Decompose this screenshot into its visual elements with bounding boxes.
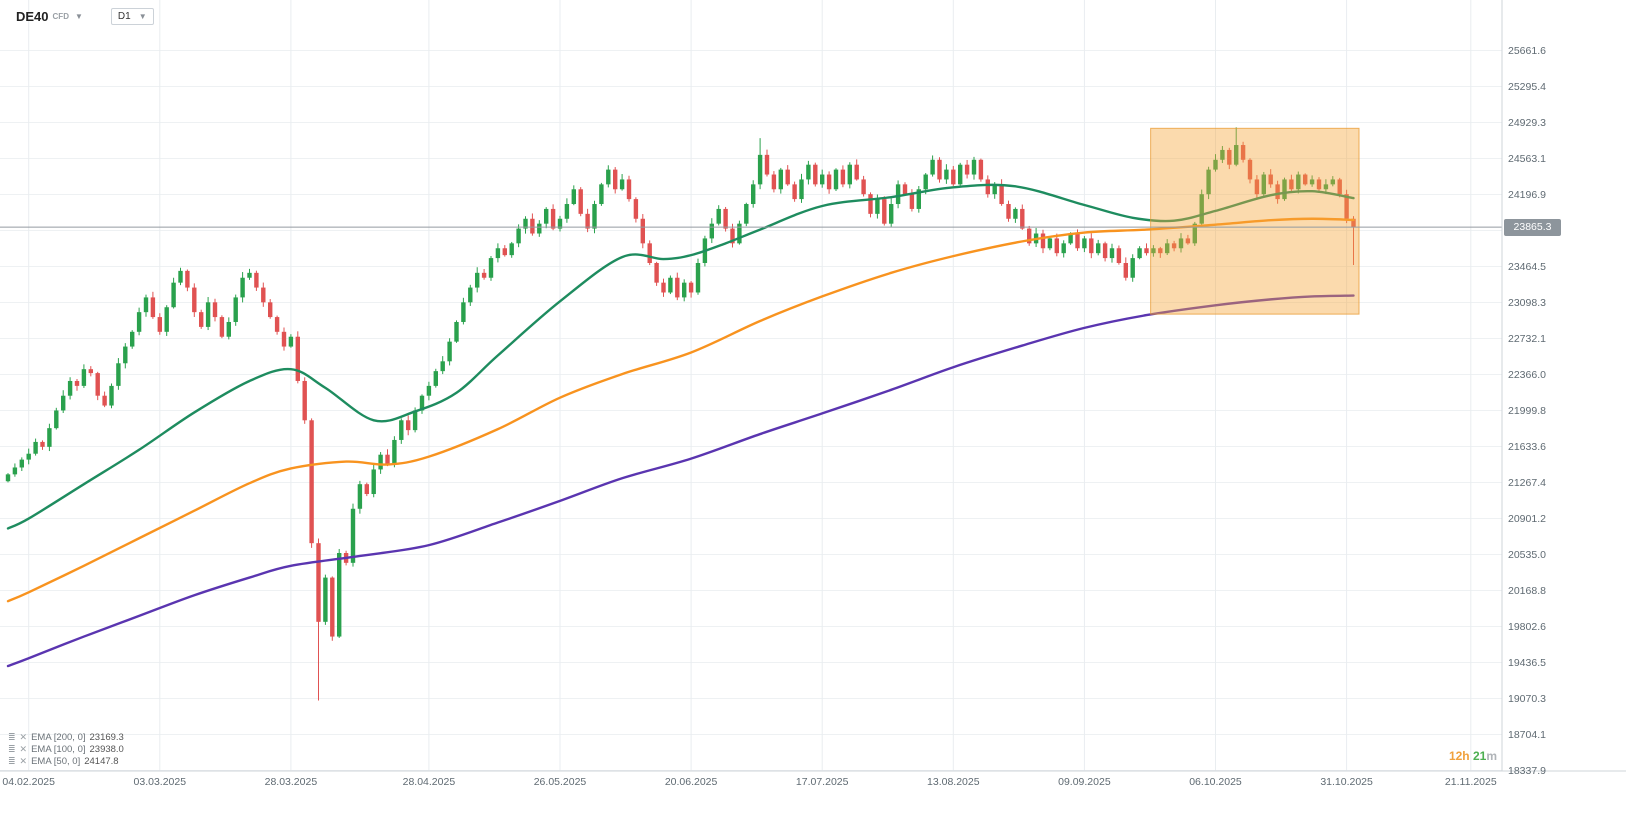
price-tick-label: 21999.8 <box>1508 405 1546 417</box>
date-tick-label: 28.03.2025 <box>265 776 318 788</box>
price-tick-label: 20901.2 <box>1508 513 1546 525</box>
indicator-label: EMA [200, 0] <box>31 731 86 743</box>
timeframe-caret-icon: ▼ <box>138 12 147 21</box>
price-tick-label: 24929.3 <box>1508 117 1546 129</box>
indicator-label: EMA [50, 0] <box>31 755 81 767</box>
indicator-legend-row: ≣ ✕ EMA [100, 0] 23938.0 <box>8 743 124 755</box>
grid-layer <box>0 0 1502 771</box>
date-tick-label: 09.09.2025 <box>1058 776 1111 788</box>
price-tick-label: 20168.8 <box>1508 585 1546 597</box>
symbol-dropdown-caret[interactable]: ▼ <box>74 12 83 21</box>
indicator-remove-icon[interactable]: ✕ <box>19 732 28 742</box>
countdown-part: m <box>1486 749 1497 763</box>
candle-time-remaining: 12h 21m <box>1449 749 1497 763</box>
current-price-badge: 23865.3 <box>1504 218 1561 236</box>
indicator-settings-icon[interactable]: ≣ <box>8 744 16 754</box>
date-tick-label: 20.06.2025 <box>665 776 718 788</box>
date-tick-label: 06.10.2025 <box>1189 776 1242 788</box>
price-axis-labels[interactable]: 25661.6 25295.4 24929.3 24563.1 24196.9 23464… <box>1508 45 1546 777</box>
date-tick-label: 31.10.2025 <box>1320 776 1373 788</box>
instrument-header: DE40 CFD ▼ D1 ▼ <box>16 8 154 25</box>
indicator-settings-icon[interactable]: ≣ <box>8 732 16 742</box>
price-tick-label: 19802.6 <box>1508 621 1546 633</box>
indicator-settings-icon[interactable]: ≣ <box>8 756 16 766</box>
candlesticks-layer[interactable] <box>5 127 1356 701</box>
symbol-name[interactable]: DE40 <box>16 9 49 24</box>
price-tick-label: 19436.5 <box>1508 657 1546 669</box>
price-tick-label: 22366.0 <box>1508 369 1546 381</box>
indicator-value: 24147.8 <box>84 755 119 767</box>
countdown-part: 21 <box>1469 749 1487 763</box>
date-tick-label: 28.04.2025 <box>403 776 456 788</box>
price-tick-label: 24196.9 <box>1508 189 1546 201</box>
price-tick-label: 20535.0 <box>1508 549 1546 561</box>
indicator-label: EMA [100, 0] <box>31 743 86 755</box>
countdown-part: 12h <box>1448 749 1470 763</box>
ema-line-100[interactable] <box>6 217 1355 603</box>
price-tick-label: 18337.9 <box>1508 765 1546 777</box>
indicator-legend: ≣ ✕ EMA [200, 0] 23169.3 ≣ ✕ EMA [100, 0] 239… <box>8 731 124 767</box>
price-tick-label: 25661.6 <box>1508 45 1546 57</box>
indicator-legend-row: ≣ ✕ EMA [50, 0] 24147.8 <box>8 755 124 767</box>
price-tick-label: 22732.1 <box>1508 333 1546 345</box>
timeframe-selector[interactable]: D1 ▼ <box>110 8 154 25</box>
indicator-remove-icon[interactable]: ✕ <box>19 756 28 766</box>
price-tick-label: 18704.1 <box>1508 729 1546 741</box>
date-tick-label: 13.08.2025 <box>927 776 980 788</box>
date-axis-labels[interactable]: 04.02.2025 03.03.2025 28.03.2025 28.04.2025… <box>2 776 1496 788</box>
date-tick-label: 03.03.2025 <box>134 776 187 788</box>
date-tick-label: 21.11.2025 <box>1445 776 1497 788</box>
indicator-value: 23938.0 <box>89 743 124 755</box>
ema-line-50[interactable] <box>6 183 1355 530</box>
price-tick-label: 21633.6 <box>1508 441 1546 453</box>
indicator-legend-row: ≣ ✕ EMA [200, 0] 23169.3 <box>8 731 124 743</box>
instrument-type-label: CFD <box>52 12 69 21</box>
indicator-remove-icon[interactable]: ✕ <box>19 744 28 754</box>
date-tick-label: 26.05.2025 <box>534 776 587 788</box>
date-tick-label: 17.07.2025 <box>796 776 849 788</box>
price-tick-label: 25295.4 <box>1508 81 1546 93</box>
timeframe-value: D1 <box>117 11 131 22</box>
current-price-value: 23865.3 <box>1513 221 1552 234</box>
highlight-region[interactable] <box>1150 127 1360 315</box>
price-tick-label: 23098.3 <box>1508 297 1546 309</box>
price-tick-label: 24563.1 <box>1508 153 1546 165</box>
date-tick-label: 04.02.2025 <box>2 776 55 788</box>
indicator-value: 23169.3 <box>89 731 124 743</box>
ema-line-200[interactable] <box>6 294 1355 668</box>
price-tick-label: 23464.5 <box>1508 261 1546 273</box>
price-tick-label: 19070.3 <box>1508 693 1546 705</box>
price-tick-label: 21267.4 <box>1508 477 1546 489</box>
